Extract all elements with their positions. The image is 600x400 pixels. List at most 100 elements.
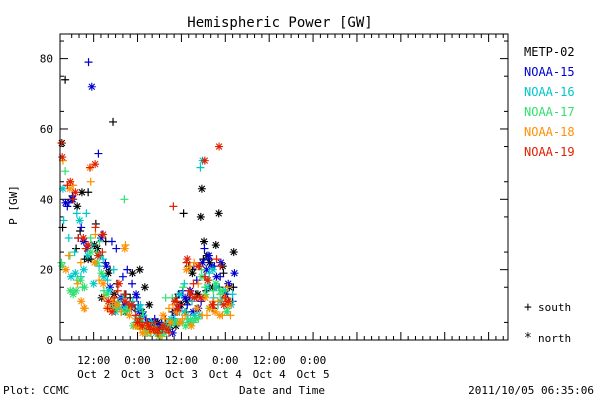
- data-point-south: [84, 58, 93, 67]
- data-point-north: [193, 290, 202, 299]
- data-point-south: [180, 279, 189, 288]
- data-point-south: [110, 293, 119, 302]
- data-point-north: [160, 328, 169, 337]
- data-point-north: [106, 283, 115, 292]
- data-point-south: [131, 311, 140, 320]
- data-point-north: [120, 244, 129, 253]
- data-point-north: [104, 269, 113, 278]
- data-point-south: [120, 290, 129, 299]
- data-point-south: [63, 202, 72, 211]
- y-tick-label: 60: [40, 123, 53, 136]
- legend: METP-02 NOAA-15 NOAA-16 NOAA-17 NOAA-18 NOAA-…: [524, 45, 575, 346]
- data-point-north: [197, 184, 206, 193]
- data-point-south: [117, 307, 126, 316]
- x-tick-date-label: Oct 2: [77, 368, 110, 381]
- data-point-south: [59, 216, 68, 225]
- data-point-north: [75, 216, 84, 225]
- data-point-north: [77, 188, 86, 197]
- x-tick-date-label: Oct 5: [297, 368, 330, 381]
- chart-title: Hemispheric Power [GW]: [187, 15, 372, 31]
- data-point-south: [76, 226, 85, 235]
- data-point-north: [135, 265, 144, 274]
- data-point-north: [211, 307, 220, 316]
- data-point-south: [76, 258, 85, 267]
- legend-entry: NOAA-17: [524, 105, 575, 119]
- data-point-north: [188, 269, 197, 278]
- data-point-north: [90, 258, 99, 267]
- data-point-north: [162, 325, 171, 334]
- data-point-north: [144, 321, 153, 330]
- data-point-south: [186, 262, 195, 271]
- data-point-south: [113, 286, 122, 295]
- data-point-north: [200, 156, 209, 165]
- data-point-south: [112, 244, 121, 253]
- legend-marker-symbol: +: [524, 300, 532, 315]
- data-point-south: [219, 269, 228, 278]
- data-point-north: [99, 279, 108, 288]
- data-point-north: [121, 297, 130, 306]
- data-point-north: [205, 258, 214, 267]
- data-point-north: [107, 307, 116, 316]
- data-point-north: [196, 212, 205, 221]
- data-point-north: [180, 307, 189, 316]
- legend-entry: NOAA-18: [524, 125, 575, 139]
- data-point-north: [208, 283, 217, 292]
- data-point-north: [79, 234, 88, 242]
- data-point-south: [223, 283, 232, 292]
- y-tick-label: 20: [40, 264, 53, 277]
- data-point-south: [61, 75, 70, 84]
- data-point-north: [171, 321, 180, 330]
- data-point-south: [99, 293, 108, 302]
- data-point-north: [198, 258, 207, 267]
- data-point-north: [91, 160, 100, 169]
- data-point-south: [189, 279, 198, 288]
- x-tick-time-label: 12:00: [165, 354, 198, 367]
- x-tick-time-label: 12:00: [253, 354, 286, 367]
- data-point-north: [61, 265, 70, 274]
- data-point-north: [96, 234, 105, 242]
- data-point-north: [192, 314, 201, 323]
- data-point-south: [196, 163, 205, 172]
- data-point-north: [61, 198, 70, 207]
- data-point-north: [114, 279, 123, 288]
- data-point-south: [150, 318, 159, 327]
- data-point-north: [73, 202, 82, 211]
- data-point-north: [121, 307, 130, 316]
- x-tick-date-label: Oct 3: [165, 368, 198, 381]
- data-point-north: [201, 293, 210, 302]
- series-noaa-19: [57, 139, 233, 337]
- data-point-north: [145, 300, 154, 309]
- data-point-north: [104, 297, 113, 306]
- data-point-south: [209, 286, 218, 295]
- data-point-north: [212, 283, 221, 292]
- data-point-north: [170, 297, 179, 306]
- data-point-north: [97, 269, 106, 278]
- data-point-south: [118, 272, 127, 281]
- data-point-north: [135, 304, 144, 313]
- data-point-north: [84, 241, 93, 250]
- data-point-north: [102, 290, 111, 299]
- data-point-south: [98, 248, 107, 257]
- data-point-south: [190, 258, 199, 267]
- data-point-north: [66, 286, 75, 295]
- legend-entry: METP-02: [524, 45, 575, 59]
- data-point-north: [58, 184, 67, 193]
- data-point-north: [208, 300, 217, 309]
- data-point-north: [208, 265, 217, 274]
- data-point-north: [93, 244, 102, 253]
- data-point-north: [132, 290, 141, 299]
- data-point-south: [109, 117, 118, 126]
- x-tick-date-label: Oct 4: [209, 368, 242, 381]
- data-point-north: [138, 321, 147, 330]
- data-point-south: [109, 265, 118, 274]
- data-point-south: [70, 248, 79, 257]
- data-point-south: [91, 230, 100, 239]
- data-point-north: [83, 251, 92, 260]
- data-point-north: [216, 258, 225, 267]
- data-point-south: [201, 283, 210, 292]
- data-point-north: [181, 293, 190, 302]
- data-point-north: [166, 318, 175, 327]
- data-point-north: [77, 297, 86, 306]
- legend-marker-symbol: *: [524, 331, 532, 346]
